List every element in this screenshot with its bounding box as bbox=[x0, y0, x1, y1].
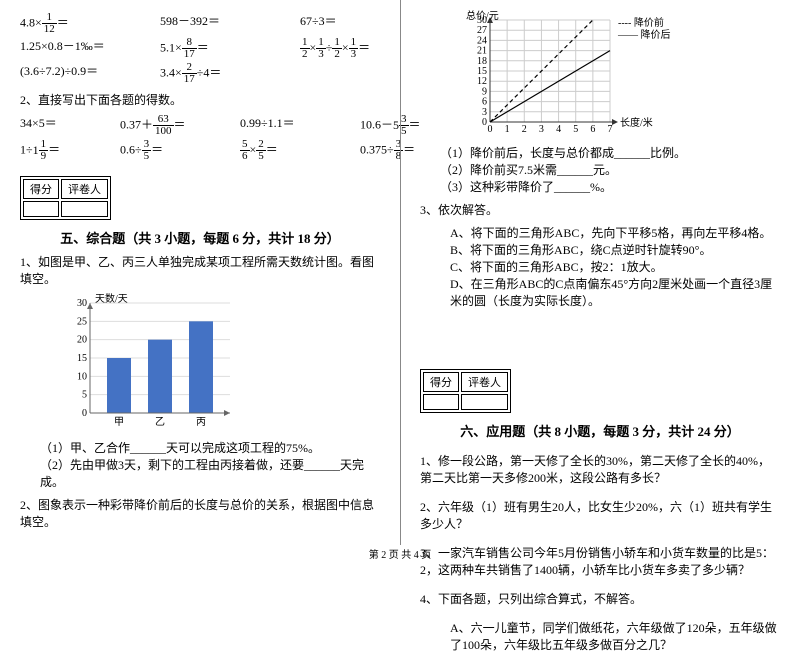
svg-text:丙: 丙 bbox=[196, 417, 206, 428]
equation: 0.37＋63100＝ bbox=[120, 114, 210, 137]
svg-text:15: 15 bbox=[77, 353, 87, 364]
svg-text:10: 10 bbox=[77, 371, 87, 382]
q3-a: A、将下面的三角形ABC，先向下平移5格，再向左平移4格。 bbox=[450, 224, 780, 241]
equation: 1÷119＝ bbox=[20, 139, 90, 162]
equation: (3.6÷7.2)÷0.9＝ bbox=[20, 62, 130, 85]
svg-text:乙: 乙 bbox=[155, 416, 165, 428]
svg-text:27: 27 bbox=[477, 25, 487, 36]
svg-text:20: 20 bbox=[77, 335, 87, 346]
q5-1-text: 1、如图是甲、乙、丙三人单独完成某项工程所需天数统计图。看图填空。 bbox=[20, 253, 380, 287]
svg-text:0: 0 bbox=[488, 124, 493, 135]
svg-text:21: 21 bbox=[477, 46, 487, 57]
equation: 0.6÷35＝ bbox=[120, 139, 210, 162]
score-box-2: 得分 评卷人 bbox=[420, 369, 511, 413]
svg-text:12: 12 bbox=[477, 76, 487, 87]
equation: 0.99÷1.1＝ bbox=[240, 114, 330, 137]
svg-text:3: 3 bbox=[539, 124, 544, 135]
svg-text:2: 2 bbox=[522, 124, 527, 135]
q2-2: （2）降价前买7.5米需______元。 bbox=[440, 161, 780, 178]
section-6-title: 六、应用题（共 8 小题，每题 3 分，共计 24 分） bbox=[420, 421, 780, 440]
svg-text:0: 0 bbox=[82, 408, 87, 419]
svg-text:6: 6 bbox=[482, 97, 487, 108]
left-column: 4.8×112＝598－392＝67÷3＝1.25×0.8－1‰＝5.1×817… bbox=[0, 0, 400, 545]
svg-text:18: 18 bbox=[477, 56, 487, 67]
q3-b: B、将下面的三角形ABC，绕C点逆时针旋转90°。 bbox=[450, 241, 780, 258]
svg-text:7: 7 bbox=[608, 124, 613, 135]
q5-2-text: 2、图象表示一种彩带降价前后的长度与总价的关系，根据图中信息填空。 bbox=[20, 496, 380, 530]
svg-text:15: 15 bbox=[477, 66, 487, 77]
q2-title: 2、直接写出下面各题的得数。 bbox=[20, 91, 380, 108]
right-column: 03691215182124273001234567总价/元长度/米---- 降… bbox=[400, 0, 800, 545]
q5-1b: （2）先由甲做3天，剩下的工程由丙接着做，还要______天完成。 bbox=[40, 456, 380, 490]
svg-text:4: 4 bbox=[556, 124, 561, 135]
q2-3: （3）这种彩带降价了______%。 bbox=[440, 178, 780, 195]
line-chart: 03691215182124273001234567总价/元长度/米---- 降… bbox=[460, 10, 780, 144]
svg-text:天数/天: 天数/天 bbox=[95, 293, 128, 305]
svg-text:9: 9 bbox=[482, 86, 487, 97]
score-box: 得分 评卷人 bbox=[20, 176, 111, 220]
svg-text:---- 降价前: ---- 降价前 bbox=[618, 16, 664, 29]
equation: 3.4×217÷4＝ bbox=[160, 62, 270, 85]
equation: 1.25×0.8－1‰＝ bbox=[20, 37, 130, 60]
equation: 5.1×817＝ bbox=[160, 37, 270, 60]
svg-text:25: 25 bbox=[77, 316, 87, 327]
q6-1: 1、修一段公路，第一天修了全长的30%，第二天修了全长的40%，第二天比第一天多… bbox=[420, 452, 780, 486]
svg-text:5: 5 bbox=[573, 124, 578, 135]
q3-d: D、在三角形ABC的C点南偏东45°方向2厘米处画一个直径3厘米的圆（长度为实际… bbox=[450, 275, 780, 309]
q6-2: 2、六年级（1）班有男生20人，比女生少20%，六（1）班共有学生多少人？ bbox=[420, 498, 780, 532]
svg-text:总价/元: 总价/元 bbox=[466, 10, 499, 22]
svg-text:甲: 甲 bbox=[114, 417, 124, 428]
equation: 56×25＝ bbox=[240, 139, 330, 162]
page-footer: 第 2 页 共 4 页 bbox=[0, 546, 800, 561]
q2-1: （1）降价前后，长度与总价都成______比例。 bbox=[440, 144, 780, 161]
svg-text:30: 30 bbox=[77, 298, 87, 309]
score-label: 得分 bbox=[423, 372, 459, 392]
score-label: 得分 bbox=[23, 179, 59, 199]
bar-chart: 0 5 10 15 20 25 30 天数/天甲 乙 丙 bbox=[60, 293, 380, 433]
svg-text:3: 3 bbox=[482, 107, 487, 118]
q6-4: 4、下面各题，只列出综合算式，不解答。 bbox=[420, 590, 780, 607]
q5-1a: （1）甲、乙合作______天可以完成这项工程的75%。 bbox=[40, 439, 380, 456]
equation: 34×5＝ bbox=[20, 114, 90, 137]
grader-label: 评卷人 bbox=[461, 372, 508, 392]
svg-text:—— 降价后: —— 降价后 bbox=[617, 28, 671, 41]
svg-text:6: 6 bbox=[590, 124, 595, 135]
q3-c: C、将下面的三角形ABC，按2：1放大。 bbox=[450, 258, 780, 275]
svg-text:24: 24 bbox=[477, 35, 487, 46]
eq-block-1: 4.8×112＝598－392＝67÷3＝1.25×0.8－1‰＝5.1×817… bbox=[20, 12, 380, 85]
q3-title: 3、依次解答。 bbox=[420, 201, 780, 218]
svg-text:1: 1 bbox=[505, 124, 510, 135]
equation: 598－392＝ bbox=[160, 12, 270, 35]
svg-text:5: 5 bbox=[82, 390, 87, 401]
grader-label: 评卷人 bbox=[61, 179, 108, 199]
svg-text:长度/米: 长度/米 bbox=[620, 116, 653, 129]
section-5-title: 五、综合题（共 3 小题，每题 6 分，共计 18 分） bbox=[20, 228, 380, 247]
eq-block-2: 34×5＝0.37＋63100＝0.99÷1.1＝10.6－535＝1÷119＝… bbox=[20, 114, 380, 162]
equation: 4.8×112＝ bbox=[20, 12, 130, 35]
q6-4a: A、六一儿童节，同学们做纸花，六年级做了120朵，五年级做了100朵，六年级比五… bbox=[450, 619, 780, 653]
svg-text:0: 0 bbox=[482, 117, 487, 128]
